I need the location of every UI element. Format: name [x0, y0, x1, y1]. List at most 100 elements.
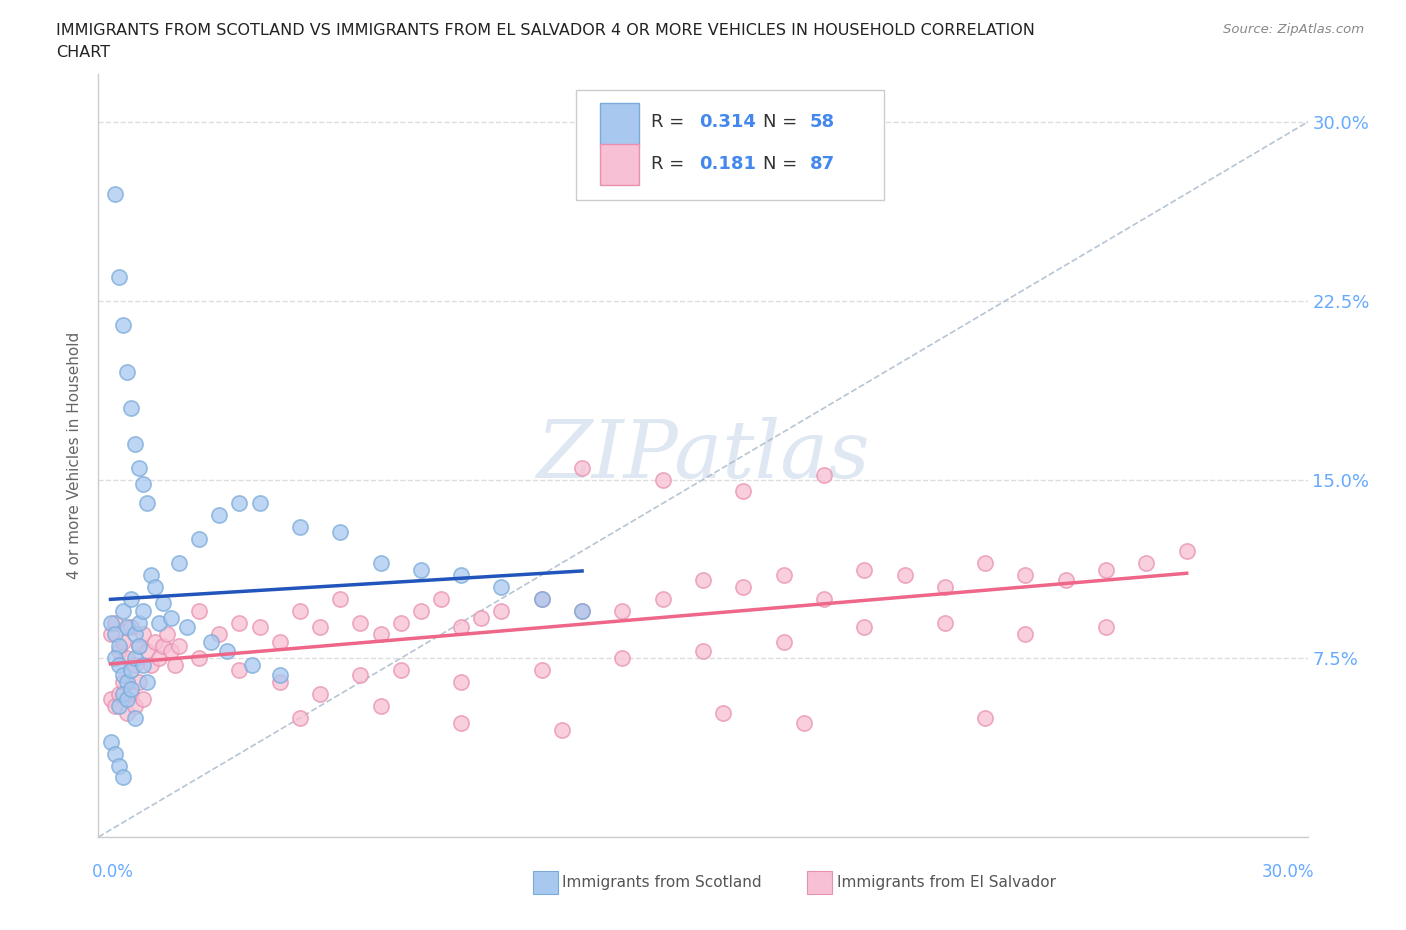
Point [733, 579, 755, 594]
Point [115, 706, 138, 721]
Point [100, 615, 122, 630]
Text: 30.0%: 30.0% [1263, 863, 1315, 881]
Point [370, 555, 392, 570]
Point [143, 634, 166, 649]
Point [128, 639, 150, 654]
Point [100, 735, 122, 750]
Point [132, 691, 155, 706]
FancyBboxPatch shape [600, 103, 638, 144]
Point [103, 698, 125, 713]
Text: Immigrants from Scotland: Immigrants from Scotland [562, 875, 762, 890]
Point [103, 615, 125, 630]
Point [107, 698, 129, 713]
Point [120, 401, 142, 416]
Point [160, 644, 183, 658]
Point [124, 698, 146, 713]
Text: N =: N = [763, 154, 803, 173]
Point [188, 651, 211, 666]
Point [132, 658, 155, 673]
Point [571, 604, 593, 618]
Point [1175, 543, 1198, 558]
Point [111, 686, 134, 701]
Point [349, 615, 371, 630]
Point [228, 663, 250, 678]
Point [288, 711, 311, 725]
Text: 87: 87 [810, 154, 835, 173]
Point [132, 627, 155, 642]
Text: CHART: CHART [56, 45, 110, 60]
Point [100, 627, 122, 642]
Point [132, 477, 155, 492]
Point [120, 591, 142, 606]
Point [115, 674, 138, 689]
Point [269, 668, 291, 683]
Point [793, 715, 815, 730]
Point [120, 682, 142, 697]
Point [470, 610, 492, 625]
Point [772, 634, 794, 649]
Point [107, 758, 129, 773]
Point [176, 620, 198, 635]
Point [100, 691, 122, 706]
Point [269, 674, 291, 689]
Text: 0.314: 0.314 [699, 113, 756, 131]
Point [132, 604, 155, 618]
Point [167, 555, 190, 570]
Point [249, 496, 271, 511]
Point [389, 615, 412, 630]
Point [491, 579, 513, 594]
Point [1095, 620, 1118, 635]
Point [409, 604, 432, 618]
Point [1014, 567, 1036, 582]
Point [208, 508, 231, 523]
Point [813, 467, 835, 482]
Point [389, 663, 412, 678]
FancyBboxPatch shape [600, 144, 638, 185]
Point [853, 563, 876, 578]
Point [111, 317, 134, 332]
Point [143, 579, 166, 594]
Point [115, 691, 138, 706]
Point [115, 365, 138, 379]
Point [893, 567, 915, 582]
Point [217, 644, 239, 658]
Text: ZIPatlas: ZIPatlas [536, 417, 870, 495]
Point [103, 627, 125, 642]
Point [160, 610, 183, 625]
Point [111, 634, 134, 649]
Point [107, 270, 129, 285]
Point [491, 604, 513, 618]
Point [111, 668, 134, 683]
Point [115, 651, 138, 666]
Point [208, 627, 231, 642]
FancyBboxPatch shape [576, 89, 884, 200]
Text: IMMIGRANTS FROM SCOTLAND VS IMMIGRANTS FROM EL SALVADOR 4 OR MORE VEHICLES IN HO: IMMIGRANTS FROM SCOTLAND VS IMMIGRANTS F… [56, 23, 1035, 38]
Point [128, 639, 150, 654]
Point [115, 620, 138, 635]
Text: Source: ZipAtlas.com: Source: ZipAtlas.com [1223, 23, 1364, 36]
Text: 0.181: 0.181 [699, 154, 756, 173]
Point [450, 715, 472, 730]
Point [571, 604, 593, 618]
Point [228, 496, 250, 511]
Point [107, 686, 129, 701]
Y-axis label: 4 or more Vehicles in Household: 4 or more Vehicles in Household [67, 332, 83, 579]
Point [974, 711, 997, 725]
Point [450, 567, 472, 582]
Point [409, 563, 432, 578]
Text: R =: R = [651, 154, 690, 173]
Point [135, 674, 157, 689]
Text: 58: 58 [810, 113, 835, 131]
Point [711, 706, 734, 721]
Point [188, 604, 211, 618]
Point [111, 770, 134, 785]
Point [692, 644, 714, 658]
Point [612, 604, 634, 618]
Point [124, 651, 146, 666]
Point [571, 460, 593, 475]
Point [240, 658, 263, 673]
Point [124, 627, 146, 642]
Point [813, 591, 835, 606]
Point [156, 627, 179, 642]
Point [430, 591, 453, 606]
